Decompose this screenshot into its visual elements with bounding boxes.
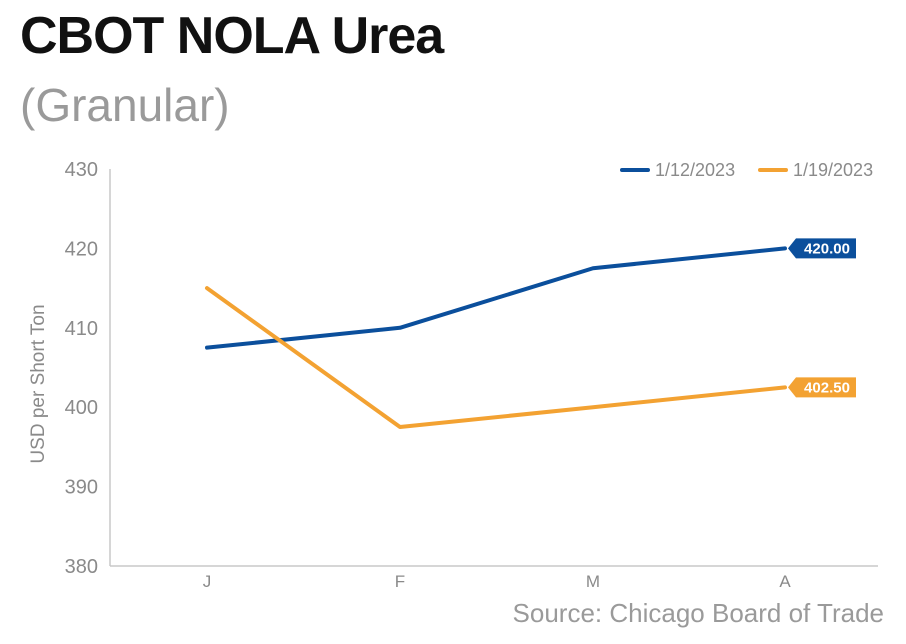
series-line-1 [205,246,787,350]
y-tick-label: 380 [65,556,98,578]
y-tick-label: 420 [65,238,98,260]
end-label-value: 420.00 [804,240,850,257]
end-label-tag [788,238,856,259]
y-tick-label: 430 [65,159,98,181]
end-label-2: 402.50 [788,377,856,398]
chart-subtitle: (Granular) [20,79,230,131]
series-line-2 [205,286,787,430]
chart-axes [109,169,878,567]
y-tick-label: 410 [65,318,98,340]
end-labels: 420.00 402.50 [788,238,856,398]
end-label-value: 402.50 [804,379,850,396]
legend-item-1: 1/12/2023 [620,160,735,180]
x-tick-label: M [586,572,600,591]
x-tick-label: F [395,572,405,591]
y-axis-title: USD per Short Ton [28,304,49,463]
legend-label: 1/12/2023 [655,160,735,180]
chart-title: CBOT NOLA Urea [20,7,444,65]
y-tick-label: 400 [65,397,98,419]
end-label-1: 420.00 [788,238,856,259]
x-tick-label: J [203,572,212,591]
y-tick-label: 390 [65,477,98,499]
legend: 1/12/2023 1/19/2023 [620,160,873,180]
legend-label: 1/19/2023 [793,160,873,180]
source-note: Source: Chicago Board of Trade [512,598,884,628]
end-label-tag [788,377,856,398]
y-axis-ticks: 380 390 400 410 420 430 [65,159,98,578]
x-tick-label: A [779,572,791,591]
series-group [205,246,787,430]
legend-item-2: 1/19/2023 [758,160,873,180]
